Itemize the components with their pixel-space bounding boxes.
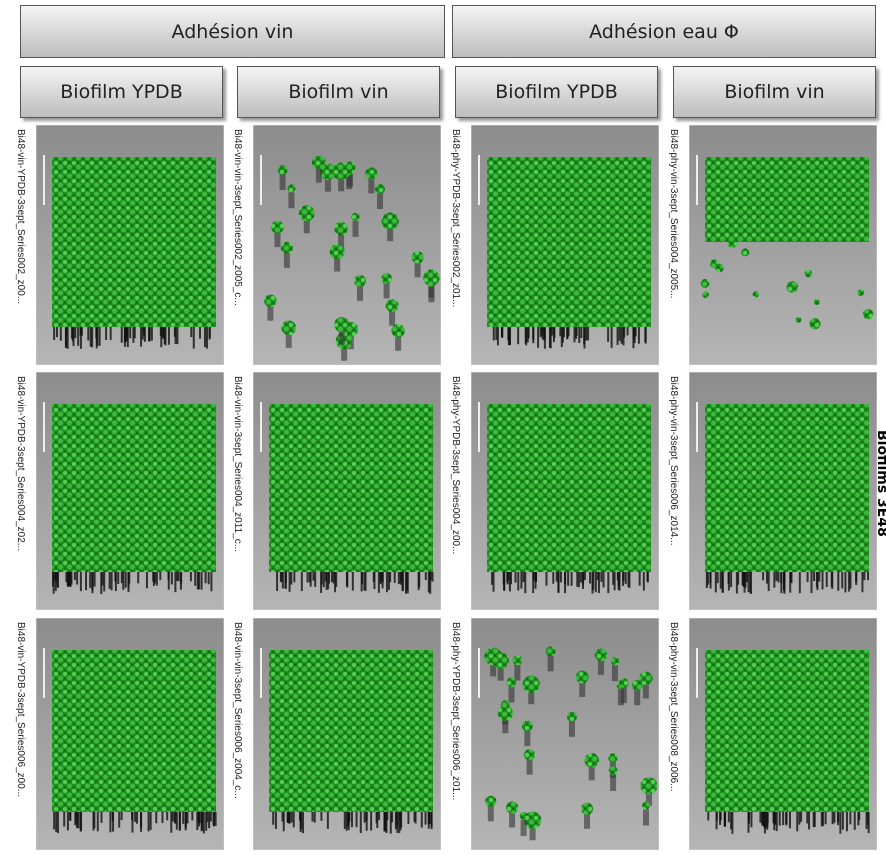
microscopy-image — [253, 125, 441, 365]
microscopy-image — [253, 372, 441, 610]
column-header: Biofilm vin — [673, 66, 876, 118]
image-label: Bi48-vin-YPDB-3sept_Series004_z02... — [12, 376, 26, 606]
image-label: Bi48-phy-vin-3sept_Series006_z014... — [665, 376, 679, 606]
microscopy-image — [689, 618, 877, 850]
image-label: Bi48-vin-YPDB-3sept_Series006_z00... — [12, 622, 26, 846]
column-header: Biofilm vin — [237, 66, 440, 118]
microscopy-image — [253, 618, 441, 850]
group-header: Adhésion eau Φ — [452, 5, 876, 58]
microscopy-image — [36, 618, 224, 850]
microscopy-image — [689, 372, 877, 610]
side-label: Biofilms 3E48 — [874, 430, 886, 537]
page: Adhésion vinBiofilm YPDBBiofilm vinAdhés… — [0, 0, 886, 855]
image-label: Bi48-phy-YPDB-3sept_Series006_z01... — [447, 622, 461, 846]
image-label: Bi48-phy-vin-3sept_Series008_z006... — [665, 622, 679, 846]
image-label: Bi48-vin-vin-3sept_Series002_z005_c... — [229, 129, 243, 361]
microscopy-image — [36, 372, 224, 610]
column-header: Biofilm YPDB — [20, 66, 223, 118]
microscopy-image — [471, 618, 659, 850]
microscopy-image — [471, 372, 659, 610]
column-header: Biofilm YPDB — [455, 66, 658, 118]
image-label: Bi48-vin-vin-3sept_Series004_z011_c... — [229, 376, 243, 606]
image-label: Bi48-vin-YPDB-3sept_Series002_z00... — [12, 129, 26, 361]
group-header: Adhésion vin — [20, 5, 445, 58]
microscopy-image — [689, 125, 877, 365]
microscopy-image — [471, 125, 659, 365]
microscopy-image — [36, 125, 224, 365]
image-label: Bi48-vin-vin-3sept_Series006_z004_c... — [229, 622, 243, 846]
image-label: Bi48-phy-vin-3sept_Series004_z005... — [665, 129, 679, 361]
image-label: Bi48-phy-YPDB-3sept_Series002_z01... — [447, 129, 461, 361]
image-label: Bi48-phy-YPDB-3sept_Series004_z00... — [447, 376, 461, 606]
